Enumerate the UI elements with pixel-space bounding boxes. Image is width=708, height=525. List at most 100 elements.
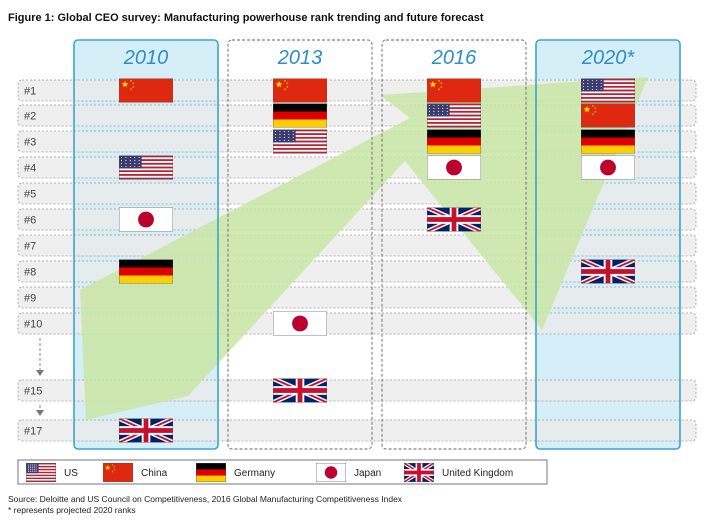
japan-flag (119, 207, 173, 232)
china-flag (273, 78, 327, 103)
flag-disc (292, 315, 308, 332)
flag-star-dot (582, 82, 585, 85)
flag-stripe (26, 464, 56, 467)
flag-cross-red (451, 207, 457, 232)
flag-stripe (273, 147, 327, 151)
flag-star-dot (283, 133, 285, 136)
flag-stripe (273, 149, 327, 152)
rank-label: #9 (24, 293, 36, 305)
flag-stripe (427, 123, 481, 126)
flag-stripe (119, 157, 173, 160)
flag-star-dot (591, 85, 593, 87)
footnote-text: * represents projected 2020 ranks (8, 505, 136, 515)
flag-star-dot (591, 82, 593, 85)
flag-star-dot (125, 156, 127, 159)
flag-band (581, 129, 635, 138)
flag-star-dot (33, 466, 35, 468)
flag-band (273, 103, 327, 112)
flag-star-dot (27, 464, 30, 466)
year-header: 2020* (581, 47, 635, 69)
flag-band (427, 137, 481, 146)
flag-star-dot (129, 165, 131, 167)
flag-star-dot (283, 130, 285, 133)
flag-star-dot (587, 85, 589, 87)
flag-star-dot (35, 470, 37, 472)
rank-label: #7 (24, 241, 36, 253)
year-column-frame (381, 39, 527, 450)
flag-star-dot (29, 470, 31, 472)
flag-star-dot (446, 110, 448, 112)
flag-stripe (273, 140, 327, 143)
flag-star-dot (125, 165, 127, 167)
legend-label: Germany (234, 468, 275, 479)
flag-star-dot (35, 468, 37, 470)
flag-star-dot (35, 466, 37, 468)
flag-star-dot (437, 113, 439, 115)
flag-stripe (26, 463, 56, 465)
flag-stripe (427, 105, 481, 108)
flag-star-dot (120, 159, 123, 162)
flag-star-dot (129, 156, 131, 159)
flag-star-dot (446, 104, 448, 107)
flag-stripe (119, 161, 173, 164)
flag-star-dot (596, 88, 598, 90)
uk-flag (119, 418, 173, 443)
flag-band (196, 463, 226, 470)
flag-star-dot (134, 162, 136, 164)
rank-label: #3 (24, 137, 36, 149)
china-flag-legend (103, 463, 133, 482)
flag-star (275, 80, 283, 88)
flag-stripe (119, 170, 173, 173)
flag-stripe (119, 166, 173, 169)
flag-disc (138, 211, 154, 228)
uk-flag (581, 259, 635, 284)
us-flag (273, 129, 327, 154)
flag-canton (26, 463, 39, 474)
rank-label: #15 (24, 386, 42, 398)
legend-label: United Kingdom (442, 468, 513, 479)
flag-star-dot (134, 159, 136, 162)
flag-field (581, 103, 635, 128)
flag-star-dot (31, 466, 33, 468)
flag-star (129, 88, 133, 91)
flag-star-dot (292, 133, 294, 136)
flag-band (273, 111, 327, 120)
us-flag (427, 103, 481, 128)
flag-star (132, 85, 135, 88)
flag-star (437, 88, 441, 91)
flag-star-dot (433, 110, 435, 112)
flag-star-dot (587, 88, 589, 90)
flag-band (427, 129, 481, 138)
flag-stripe (273, 151, 327, 154)
flag-star-dot (283, 136, 285, 138)
flag-star-dot (29, 466, 31, 468)
flag-stripe (26, 474, 56, 477)
flag-band (581, 137, 635, 146)
figure-title: Figure 1: Global CEO survey: Manufacturi… (8, 12, 484, 24)
flag-field (273, 78, 327, 103)
flag-canton (427, 103, 450, 117)
flag-star (121, 80, 129, 88)
flag-band (196, 469, 226, 476)
germany-flag (581, 129, 635, 154)
flag-disc (446, 159, 462, 176)
flag-stripe (581, 89, 635, 92)
flag-star-dot (138, 162, 140, 164)
flag-stripe (427, 112, 481, 115)
flag-star-dot (600, 79, 602, 82)
year-header: 2016 (431, 47, 477, 69)
germany-flag (427, 129, 481, 154)
flag-star-dot (591, 79, 593, 82)
rank-label: #8 (24, 267, 36, 279)
flag-star-dot (596, 85, 598, 87)
flag-star-dot (33, 468, 35, 470)
flag-star-dot (591, 88, 593, 90)
flag-stripe (119, 168, 173, 171)
flag-stripe (273, 146, 327, 149)
flag-star (286, 85, 289, 88)
flag-star-dot (120, 162, 123, 164)
flag-stripe (26, 470, 56, 472)
flag-star (594, 110, 597, 113)
flag-star-dot (138, 159, 140, 162)
flag-stripe (26, 477, 56, 480)
